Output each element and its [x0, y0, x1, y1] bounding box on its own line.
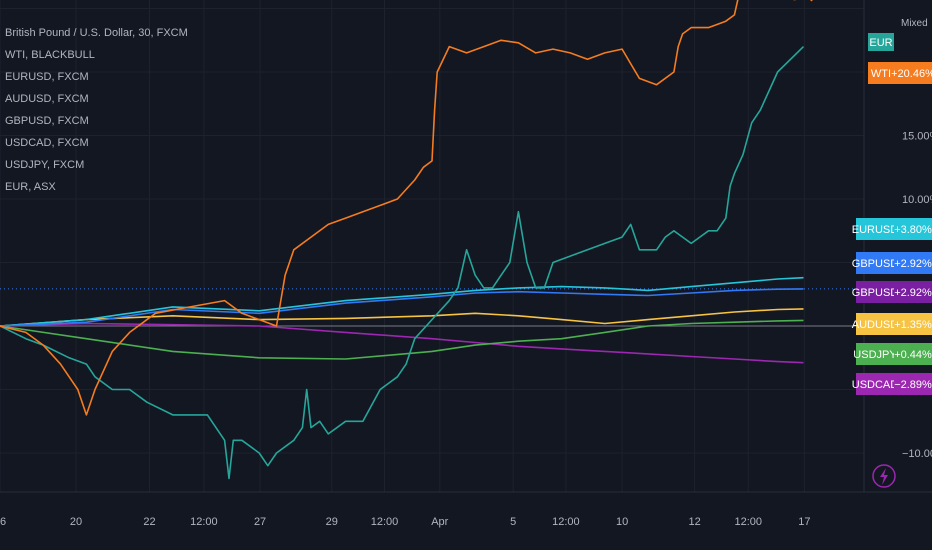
- series-label-name-box: [856, 373, 894, 395]
- x-tick-label: 12:00: [734, 516, 762, 528]
- x-tick-label: 10: [616, 516, 628, 528]
- series-label-name: EURUSD: [852, 224, 899, 236]
- series-line-usdjpy[interactable]: [0, 319, 804, 360]
- series-label-value-box: [894, 281, 932, 303]
- scale-mode-label[interactable]: Mixed: [901, 18, 928, 29]
- series-label-name-box: [868, 62, 894, 84]
- series-label-value-box: [894, 62, 932, 84]
- series-label-name-box: [856, 218, 894, 240]
- series-line-audusd[interactable]: [0, 308, 804, 327]
- series-line-eurusd[interactable]: [0, 276, 804, 327]
- series-label-name-box: [856, 252, 894, 274]
- series-label-value: +20.46%: [891, 68, 932, 80]
- series-label-value: +3.80%: [894, 224, 932, 236]
- x-tick-label: 22: [143, 516, 155, 528]
- x-tick-label: 5: [510, 516, 516, 528]
- axes-layer: 16 20 22 12:00 27 29 12:00 Apr 5 12:00 10 12 12:00 17…: [0, 131, 932, 529]
- series-line-wti[interactable]: [0, 0, 813, 416]
- series-label-name: GBPUSD: [852, 287, 899, 299]
- series-label-value: −2.89%: [894, 379, 932, 391]
- x-tick-label: 12: [689, 516, 701, 528]
- series-label-name-box: [856, 281, 894, 303]
- legend-item-usdjpy[interactable]: USDJPY, FXCM: [5, 159, 85, 171]
- grid: [0, 0, 932, 493]
- series-label-value: +1.35%: [894, 319, 932, 331]
- x-tick-label: 12:00: [371, 516, 399, 528]
- series-line-gbpusd[interactable]: [0, 288, 804, 327]
- series-label-name: WTI: [871, 68, 891, 80]
- legend-item-eurusd[interactable]: EURUSD, FXCM: [5, 71, 89, 83]
- x-tick-label: 29: [326, 516, 338, 528]
- y-tick-label: −10.00%: [902, 448, 932, 460]
- y-tick-label: 15.00%: [902, 131, 932, 143]
- series-label-name: USDCAD: [852, 379, 899, 391]
- series-label-name: USDJPY: [853, 349, 897, 361]
- series-line-eur[interactable]: [0, 46, 805, 480]
- x-tick-label: 16: [0, 516, 6, 528]
- series-label-value: +2.92%: [894, 287, 932, 299]
- series-line-usdcad[interactable]: [0, 322, 804, 364]
- x-tick-label: Apr: [431, 516, 448, 528]
- series-label-name: AUDUSD: [852, 319, 899, 331]
- x-tick-label: 12:00: [552, 516, 580, 528]
- x-tick-label: 17: [798, 516, 810, 528]
- series-label-name: EUR: [869, 37, 892, 49]
- legend-item-usdcad[interactable]: USDCAD, FXCM: [5, 137, 89, 149]
- series-label-value-box: [894, 343, 932, 365]
- series-label-name-box: [856, 313, 894, 335]
- x-tick-label: 20: [70, 516, 82, 528]
- legend-item-eur[interactable]: EUR, ASX: [5, 181, 56, 193]
- series-label-value-box: [894, 313, 932, 335]
- legend-item-wti[interactable]: WTI, BLACKBULL: [5, 49, 95, 61]
- series-label-box: [868, 33, 894, 51]
- lightning-icon[interactable]: [872, 464, 896, 488]
- series-layer: [0, 0, 813, 480]
- series-label-value: +0.44%: [894, 349, 932, 361]
- x-tick-label: 12:00: [190, 516, 218, 528]
- legend-item-main-symbol[interactable]: British Pound / U.S. Dollar, 30, FXCM: [5, 27, 188, 39]
- legend-item-gbpusd[interactable]: GBPUSD, FXCM: [5, 115, 89, 127]
- series-label-value-box: [894, 252, 932, 274]
- series-label-value-box: [894, 373, 932, 395]
- y-tick-label: 10.00%: [902, 194, 932, 206]
- series-label-value: +2.92%: [894, 258, 932, 270]
- legend-item-audusd[interactable]: AUDUSD, FXCM: [5, 93, 89, 105]
- x-tick-label: 27: [254, 516, 266, 528]
- legend: British Pound / U.S. Dollar, 30, FXCM WT…: [5, 22, 188, 198]
- series-label-value-box: [894, 218, 932, 240]
- series-label-name: GBPUSD: [852, 258, 899, 270]
- series-label-name-box: [856, 343, 894, 365]
